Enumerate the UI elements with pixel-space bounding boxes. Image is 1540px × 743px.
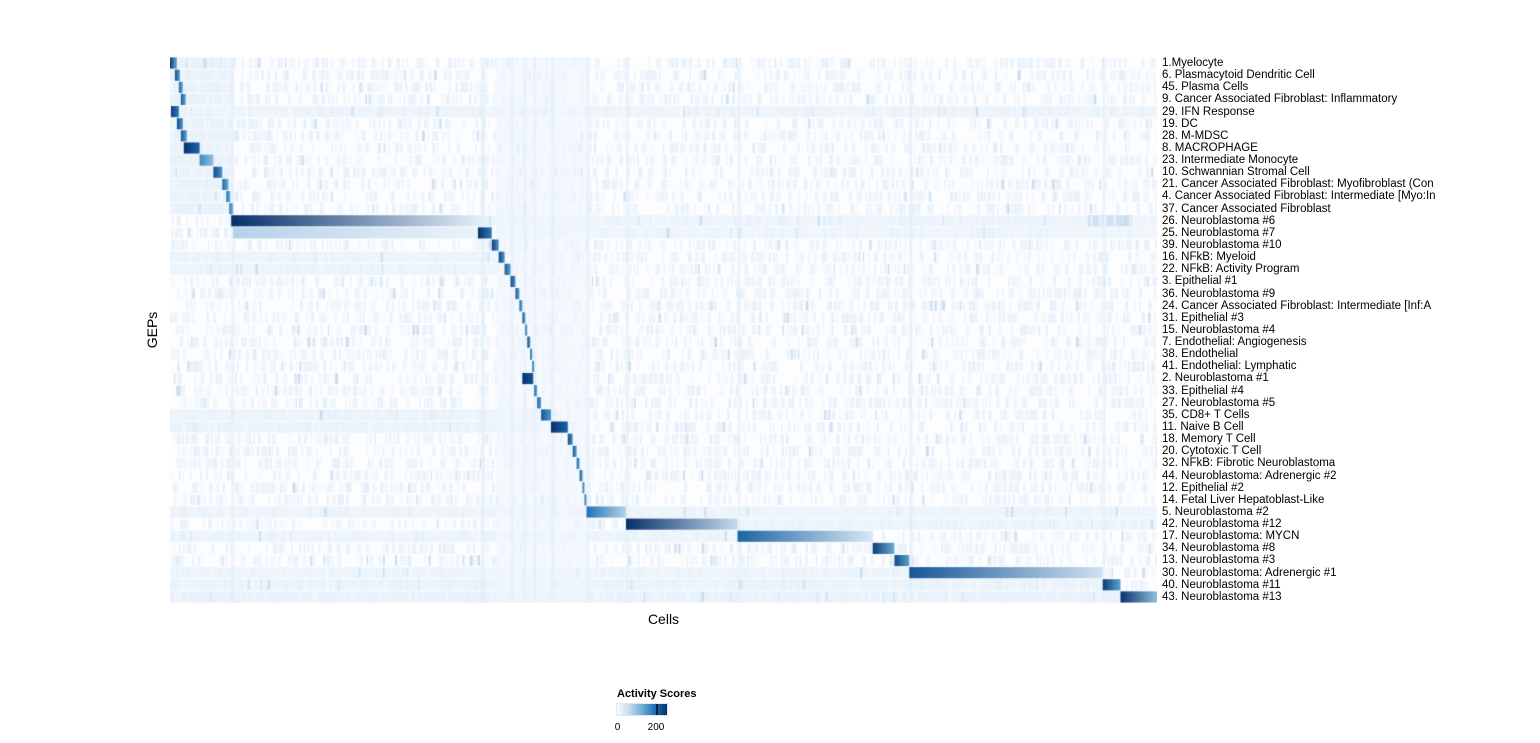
colorbar-gradient [616,703,668,716]
row-label: 40. Neuroblastoma #11 [1162,578,1281,591]
row-label: 44. Neuroblastoma: Adrenergic #2 [1162,469,1337,482]
row-label: 27. Neuroblastoma #5 [1162,396,1276,409]
row-label: 38. Endothelial [1162,348,1239,361]
row-label: 2. Neuroblastoma #1 [1162,372,1269,385]
row-label: 24. Cancer Associated Fibroblast: Interm… [1162,299,1432,312]
row-label: 4. Cancer Associated Fibroblast: Interme… [1162,190,1436,203]
row-label: 14. Fetal Liver Hepatoblast-Like [1162,493,1325,506]
row-label: 34. Neuroblastoma #8 [1162,542,1276,555]
row-label: 11. Naive B Cell [1162,421,1244,433]
row-label: 39. Neuroblastoma #10 [1162,239,1282,251]
row-label: 42. Neuroblastoma #12 [1162,518,1282,531]
row-label: 32. NFkB: Fibrotic Neuroblastoma [1162,457,1336,470]
row-label: 18. Memory T Cell [1162,433,1256,446]
row-label: 43. Neuroblastoma #13 [1162,590,1282,603]
heatmap [170,57,1157,603]
row-label: 9. Cancer Associated Fibroblast: Inflamm… [1162,93,1398,106]
row-label: 19. DC [1162,117,1198,130]
row-label: 28. M-MDSC [1162,129,1229,142]
row-label: 15. Neuroblastoma #4 [1162,323,1276,336]
row-label: 31. Epithelial #3 [1162,311,1244,324]
row-label: 16. NFkB: Myeloid [1162,251,1256,264]
legend-title: Activity Scores [617,688,697,700]
row-label: 26. Neuroblastoma #6 [1162,214,1276,227]
row-label: 12. Epithelial #2 [1162,481,1244,494]
row-label: 8. MACROPHAGE [1162,141,1258,154]
row-label: 20. Cytotoxic T Cell [1162,445,1262,458]
row-label: 22. NFkB: Activity Program [1162,263,1300,276]
row-label: 25. Neuroblastoma #7 [1162,226,1276,239]
row-label: 37. Cancer Associated Fibroblast [1162,202,1331,215]
row-label: 41. Endothelial: Lymphatic [1162,360,1297,373]
row-label: 1.Myelocyte [1162,57,1224,69]
colorbar-min-label: 0 [614,722,621,733]
colorbar-tick-labels: 0 200 [614,722,667,734]
row-label: 45. Plasma Cells [1162,81,1249,94]
colorbar-max-label: 200 [647,722,665,733]
row-label: 3. Epithelial #1 [1162,275,1238,288]
x-axis-label: Cells [647,611,680,627]
colorbar-tick-mark [656,704,658,715]
row-labels-column: 1.Myelocyte 6. Plasmacytoid Dendritic Cel… [1162,57,1540,603]
row-label: 23. Intermediate Monocyte [1162,154,1299,167]
row-label: 36. Neuroblastoma #9 [1162,287,1276,300]
row-label: 30. Neuroblastoma: Adrenergic #1 [1162,566,1337,579]
y-axis-label: GEPs [144,311,160,349]
row-label: 21. Cancer Associated Fibroblast: Myofib… [1162,178,1434,191]
row-label: 29. IFN Response [1162,105,1255,118]
row-label: 7. Endothelial: Angiogenesis [1162,336,1307,349]
row-label: 10. Schwannian Stromal Cell [1162,166,1310,179]
row-label: 13. Neuroblastoma #3 [1162,554,1276,567]
colorbar-legend: Activity Scores 0 200 [614,688,737,734]
row-label: 5. Neuroblastoma #2 [1162,505,1269,518]
row-label: 33. Epithelial #4 [1162,384,1244,397]
row-label: 17. Neuroblastoma: MYCN [1162,530,1300,543]
row-label: 35. CD8+ T Cells [1162,408,1250,421]
row-label: 6. Plasmacytoid Dendritic Cell [1162,69,1315,82]
